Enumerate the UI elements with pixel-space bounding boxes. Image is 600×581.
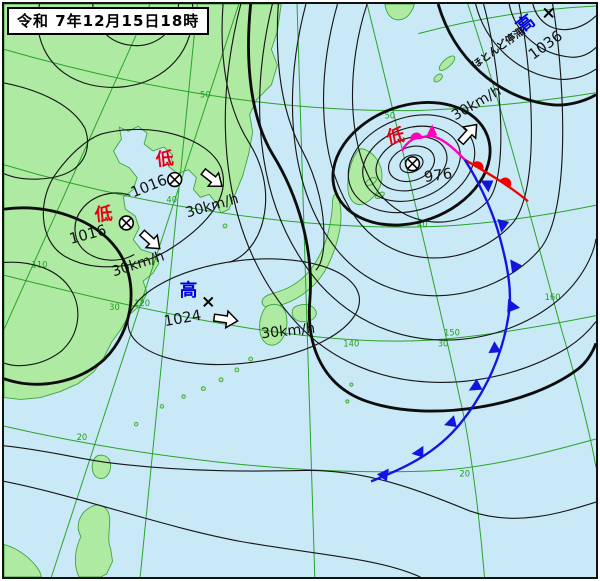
isobar <box>4 82 89 180</box>
isobar <box>4 261 79 367</box>
grid-meridian-140e <box>296 4 316 577</box>
land-islet <box>218 377 224 383</box>
isobar <box>259 4 596 341</box>
land-islet <box>349 382 354 387</box>
chart-datetime-header: 令和 7年12月15日18時 <box>7 7 210 35</box>
land-kuril-island <box>438 55 456 71</box>
isobar <box>351 4 502 223</box>
grid-intersection-label: 40 <box>417 219 428 229</box>
grid-meridian-130e <box>139 4 198 577</box>
low-center-mark <box>166 171 183 188</box>
isobar <box>224 4 596 383</box>
isobar <box>291 4 564 297</box>
land-vietnam-corner <box>4 543 42 577</box>
land-islet <box>133 421 139 427</box>
isobar <box>221 4 267 263</box>
high-center-mark <box>543 7 554 19</box>
cold-front-triangles <box>376 180 522 482</box>
land-hokkaido <box>347 148 383 206</box>
grid-parallel-40n <box>4 164 596 228</box>
isobar <box>276 4 325 271</box>
isobar-ring <box>375 136 448 192</box>
cold-front <box>370 159 512 483</box>
land-islet <box>200 386 206 392</box>
land-islet <box>222 223 228 229</box>
isobar <box>323 4 532 259</box>
land-islet <box>234 367 240 373</box>
occluded-front-triangle <box>425 124 438 139</box>
grid-intersection-label: 120 <box>134 298 150 308</box>
grid-intersection-label: 40 <box>166 194 177 204</box>
isobar-ring <box>362 125 461 202</box>
isobar-thick-main <box>247 4 596 413</box>
grid-intersection-label: 50 <box>200 90 211 100</box>
grid-intersection-label: 160 <box>545 292 561 302</box>
landmasses <box>4 4 456 577</box>
isobar-ring <box>399 154 424 174</box>
latlon-grid <box>4 4 596 577</box>
isobar-ring-thick <box>331 101 492 227</box>
high-center-mark <box>203 296 214 307</box>
land-islet <box>248 356 254 362</box>
low-symbol-label: 低 <box>93 202 114 226</box>
isobar-high-arc <box>475 4 596 80</box>
isobar-ring <box>387 145 436 183</box>
isobar-high-arc <box>508 4 596 58</box>
land-kuril-island <box>433 73 443 83</box>
grid-intersection-label: 30 <box>109 302 120 312</box>
warm-front <box>464 158 529 203</box>
low-center-mark <box>118 215 135 231</box>
isobar-low-blob <box>42 128 224 268</box>
occluded-front <box>400 134 466 161</box>
land-sakhalin <box>384 4 415 21</box>
grid-intersection-label: 20 <box>77 432 88 442</box>
warm-front-semicircle <box>471 161 484 172</box>
land-luzon <box>75 504 113 577</box>
isobar-south <box>4 480 421 577</box>
isobar-thick-continent <box>4 206 133 386</box>
grid-intersection-label: 20 <box>459 468 470 478</box>
land-islet <box>345 399 350 404</box>
low-symbol-label: 低 <box>384 124 407 149</box>
grid-meridian-160e <box>467 4 596 468</box>
high-symbol-label: 高 <box>180 279 198 301</box>
land-islet <box>159 404 165 409</box>
grid-intersection-label: 110 <box>32 259 48 269</box>
grid-intersection-label: 140 <box>343 338 359 348</box>
land-kyushu <box>259 303 288 346</box>
grid-meridian-120e <box>50 4 240 577</box>
warm-front-semicircle <box>500 177 512 187</box>
grid-intersection-label: 150 <box>444 327 460 337</box>
land-shikoku <box>291 304 317 323</box>
isobar-south <box>4 445 596 519</box>
land-islet <box>181 394 186 399</box>
pressure-value: 1024 <box>163 307 203 330</box>
pressure-value: 976 <box>423 165 453 186</box>
fronts <box>370 124 529 483</box>
grid-intersection-label: 50 <box>384 110 395 120</box>
isobar-ring <box>347 114 476 214</box>
isobar-high-oval <box>127 258 361 366</box>
land-taiwan <box>91 454 112 479</box>
isobar <box>74 192 135 261</box>
isobar-high-arc-thick <box>436 4 596 107</box>
movement-speed-label: 30km/h <box>260 321 316 343</box>
isobar-high-arc <box>532 4 596 31</box>
grid-parallel-60n <box>418 5 596 35</box>
low-symbol-label: 低 <box>154 147 175 171</box>
grid-parallel-20n <box>4 425 596 473</box>
low-center-mark <box>404 156 421 172</box>
grid-intersection-label: 30 <box>438 338 449 348</box>
occluded-front-semicircle <box>410 132 423 141</box>
grid-parallel-30n <box>4 274 596 342</box>
